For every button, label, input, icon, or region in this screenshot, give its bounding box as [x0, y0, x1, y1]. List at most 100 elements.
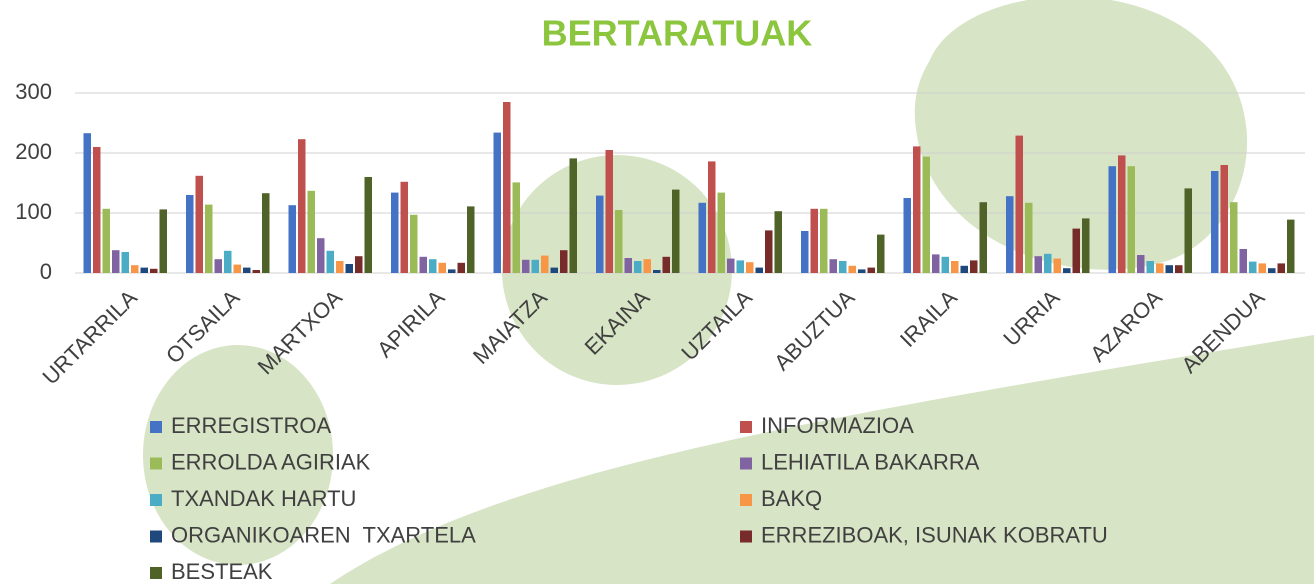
bar — [755, 267, 763, 273]
legend-swatch — [150, 421, 162, 433]
bar — [410, 214, 418, 273]
bar — [102, 208, 110, 273]
bar — [1034, 256, 1042, 273]
bar — [1082, 218, 1090, 273]
x-tick-label: APIRILA — [372, 285, 450, 363]
bar — [922, 156, 930, 273]
bar — [560, 250, 568, 273]
bar — [150, 268, 158, 273]
bar — [960, 265, 968, 273]
bar — [550, 267, 558, 273]
bar — [1239, 249, 1247, 273]
bar — [717, 192, 725, 273]
bar — [653, 270, 661, 273]
bar — [307, 190, 315, 273]
legend-swatch — [150, 494, 162, 506]
legend-label: ORGANIKOAREN TXARTELA — [171, 522, 476, 547]
bar — [820, 208, 828, 273]
bar — [503, 102, 511, 273]
bar — [419, 256, 427, 273]
bar — [1249, 261, 1257, 273]
bar — [83, 133, 91, 273]
bar — [867, 267, 875, 273]
bar — [848, 265, 856, 273]
bar — [159, 209, 167, 273]
legend-label: TXANDAK HARTU — [171, 486, 356, 511]
bar — [531, 259, 539, 273]
bar — [1063, 268, 1071, 273]
bar — [839, 261, 847, 273]
bar — [970, 260, 978, 273]
bar — [448, 269, 456, 273]
legend-label: ERROLDA AGIRIAK — [171, 449, 371, 474]
bar — [112, 250, 120, 273]
bar — [903, 198, 911, 273]
bar — [1108, 166, 1116, 273]
bar — [736, 260, 744, 273]
bar — [1175, 265, 1183, 273]
bar — [400, 181, 408, 273]
x-tick-label: MARTXOA — [253, 285, 348, 380]
bar — [326, 250, 334, 273]
y-tick-label: 300 — [15, 79, 52, 104]
legend-swatch — [740, 530, 752, 543]
legend-label: BAKQ — [761, 486, 822, 511]
bar — [1006, 196, 1014, 273]
x-tick-label: ABUZTUA — [769, 285, 860, 376]
bar — [512, 182, 520, 273]
bar — [1072, 228, 1080, 273]
bar — [364, 177, 372, 273]
x-tick-label: URRIA — [998, 285, 1064, 351]
bar — [1277, 263, 1285, 273]
bar — [541, 255, 549, 273]
bar — [913, 146, 921, 273]
bar — [233, 264, 241, 273]
legend-swatch — [150, 530, 162, 543]
x-tick-label: IRAILA — [895, 285, 962, 352]
y-tick-label: 100 — [15, 199, 52, 224]
legend-label: ERREGISTROA — [171, 413, 331, 438]
bar — [810, 208, 818, 273]
bar — [429, 259, 437, 273]
bar — [829, 259, 837, 273]
bar — [1053, 258, 1061, 273]
bar — [801, 231, 809, 273]
bar — [493, 132, 501, 273]
bar — [708, 161, 716, 273]
bar — [1220, 165, 1228, 273]
legend-label: ERREZIBOAK, ISUNAK KOBRATU — [761, 522, 1108, 547]
bar — [624, 258, 632, 273]
bar — [569, 158, 577, 273]
legend-swatch — [740, 494, 752, 506]
bar — [121, 252, 129, 273]
x-tick-label: AZAROA — [1085, 285, 1167, 367]
bar — [1044, 253, 1052, 273]
bar — [262, 193, 270, 273]
bar — [467, 206, 475, 273]
legend-swatch — [740, 421, 752, 433]
bar — [140, 267, 148, 273]
bar — [979, 202, 987, 273]
bar — [1184, 188, 1192, 273]
bar — [317, 238, 325, 273]
legend-swatch — [740, 457, 752, 470]
bar — [672, 189, 680, 273]
y-tick-label: 0 — [40, 259, 52, 284]
bar — [1287, 219, 1295, 273]
bar — [1137, 255, 1145, 273]
legend-label: INFORMAZIOA — [761, 413, 914, 438]
bar — [746, 262, 754, 273]
bar — [643, 259, 651, 273]
bar — [615, 210, 623, 273]
bar — [205, 204, 213, 273]
bar — [243, 267, 251, 273]
bar — [186, 195, 194, 273]
bar — [1268, 268, 1276, 273]
bar — [951, 261, 959, 273]
y-tick-label: 200 — [15, 139, 52, 164]
bar — [1025, 202, 1033, 273]
bar — [605, 150, 613, 273]
bar — [224, 250, 232, 273]
legend-swatch — [150, 457, 162, 470]
bar — [1258, 263, 1266, 273]
